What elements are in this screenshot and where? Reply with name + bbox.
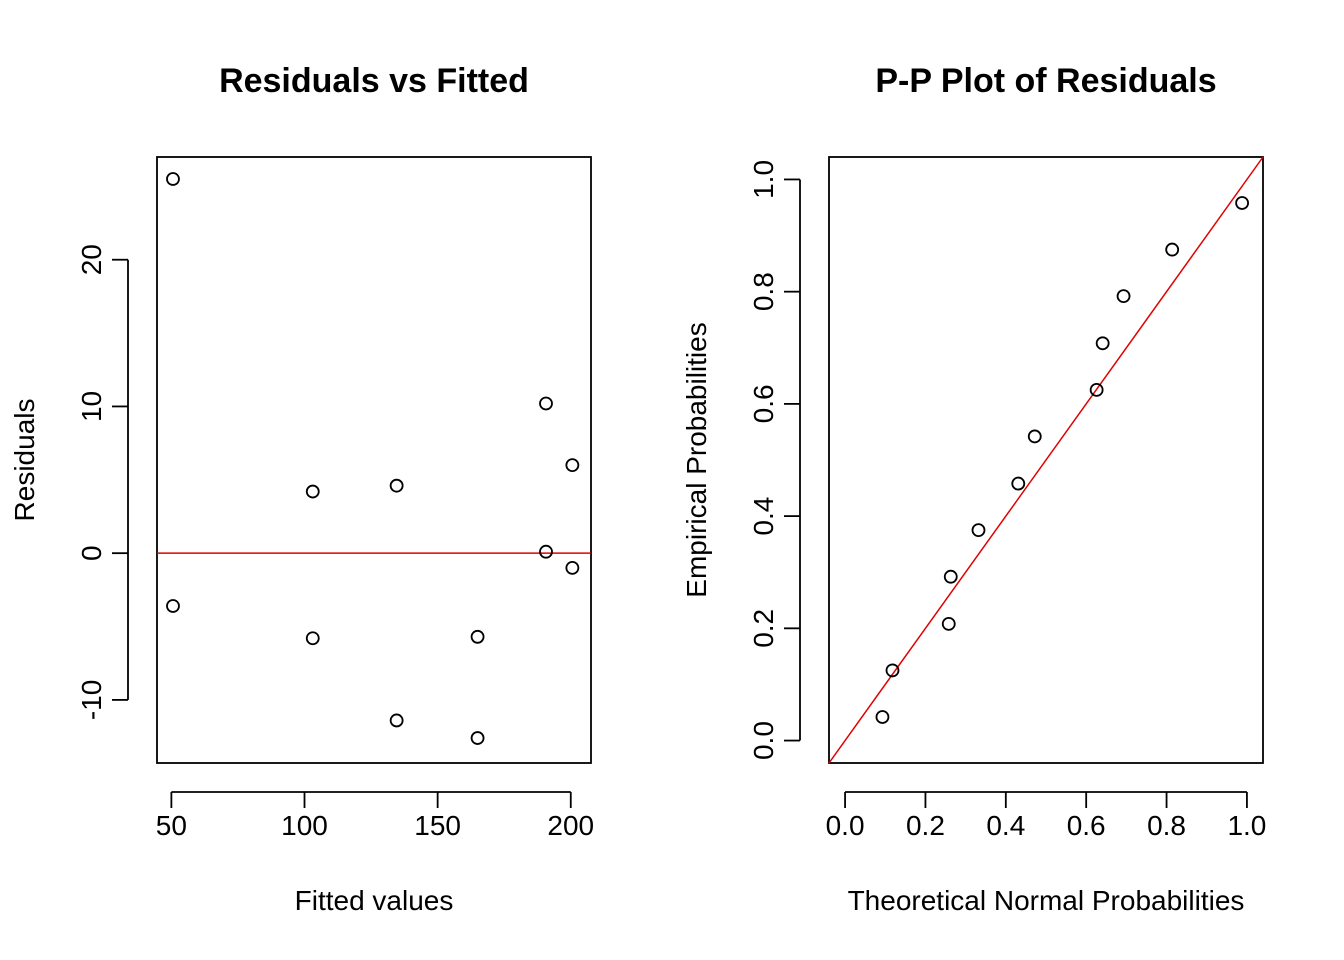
y-tick-label: 0 (76, 545, 107, 561)
data-point (565, 458, 580, 473)
data-point (1011, 476, 1026, 491)
data-point (166, 172, 180, 186)
plot-frame (156, 156, 592, 764)
data-point (941, 616, 956, 631)
y-tick-label: 20 (76, 244, 107, 275)
y-tick-label: 1.0 (748, 160, 779, 199)
data-points (166, 172, 580, 745)
data-point (389, 478, 404, 493)
data-point (539, 396, 553, 411)
y-tick-label: 0.4 (748, 497, 779, 536)
data-point (1089, 382, 1104, 397)
x-tick-label: 200 (547, 810, 594, 841)
x-tick-label: 100 (281, 810, 328, 841)
panel-title: Residuals vs Fitted (219, 62, 529, 100)
y-tick-label: 0.0 (748, 721, 779, 760)
x-tick-label: 0.8 (1147, 810, 1186, 841)
y-tick-label: 0.2 (748, 609, 779, 648)
data-point (1095, 336, 1110, 351)
data-point (470, 629, 485, 644)
y-tick-label: 10 (76, 391, 107, 422)
x-tick-label: 0.2 (906, 810, 945, 841)
x-tick-label: 0.0 (826, 810, 865, 841)
y-tick-label: 0.8 (748, 272, 779, 311)
x-tick-label: 50 (156, 810, 187, 841)
y-axis-label: Residuals (9, 399, 40, 522)
data-point (971, 523, 986, 538)
x-axis-ticks: 0.0 0.2 0.4 0.6 0.8 1.0 (826, 791, 1266, 841)
residuals-vs-fitted-panel: Residuals vs Fitted Fitted values Residu… (9, 62, 594, 916)
data-point (1116, 289, 1131, 304)
data-point (305, 631, 320, 646)
data-point (166, 599, 180, 613)
data-point (565, 560, 580, 575)
y-tick-label: -10 (76, 680, 107, 720)
data-point (539, 544, 553, 559)
y-axis-ticks: 0.0 0.2 0.4 0.6 0.8 1.0 (748, 160, 801, 760)
data-point (1027, 429, 1042, 444)
panel-title: P-P Plot of Residuals (875, 62, 1216, 100)
x-axis-ticks: 50 100 150 200 (156, 791, 594, 841)
x-tick-label: 1.0 (1227, 810, 1266, 841)
data-point (885, 663, 900, 678)
x-tick-label: 150 (414, 810, 461, 841)
identity-line (828, 156, 1264, 764)
data-point (1165, 242, 1180, 257)
x-axis-label: Theoretical Normal Probabilities (848, 885, 1245, 916)
y-axis-ticks: -10 0 10 20 (76, 244, 129, 720)
data-point (875, 710, 890, 724)
y-axis-label: Empirical Probabilities (681, 322, 712, 597)
data-point (389, 713, 404, 728)
data-points (875, 196, 1250, 724)
plot-frame (828, 156, 1264, 764)
data-point (943, 569, 958, 584)
data-point (470, 731, 485, 745)
x-tick-label: 0.4 (986, 810, 1025, 841)
x-tick-label: 0.6 (1067, 810, 1106, 841)
data-point (305, 484, 320, 499)
pp-plot-panel: P-P Plot of Residuals Theoretical Normal… (681, 62, 1266, 916)
y-tick-label: 0.6 (748, 384, 779, 423)
data-point (1235, 196, 1250, 210)
reference-line (828, 156, 1264, 764)
x-axis-label: Fitted values (295, 885, 454, 916)
